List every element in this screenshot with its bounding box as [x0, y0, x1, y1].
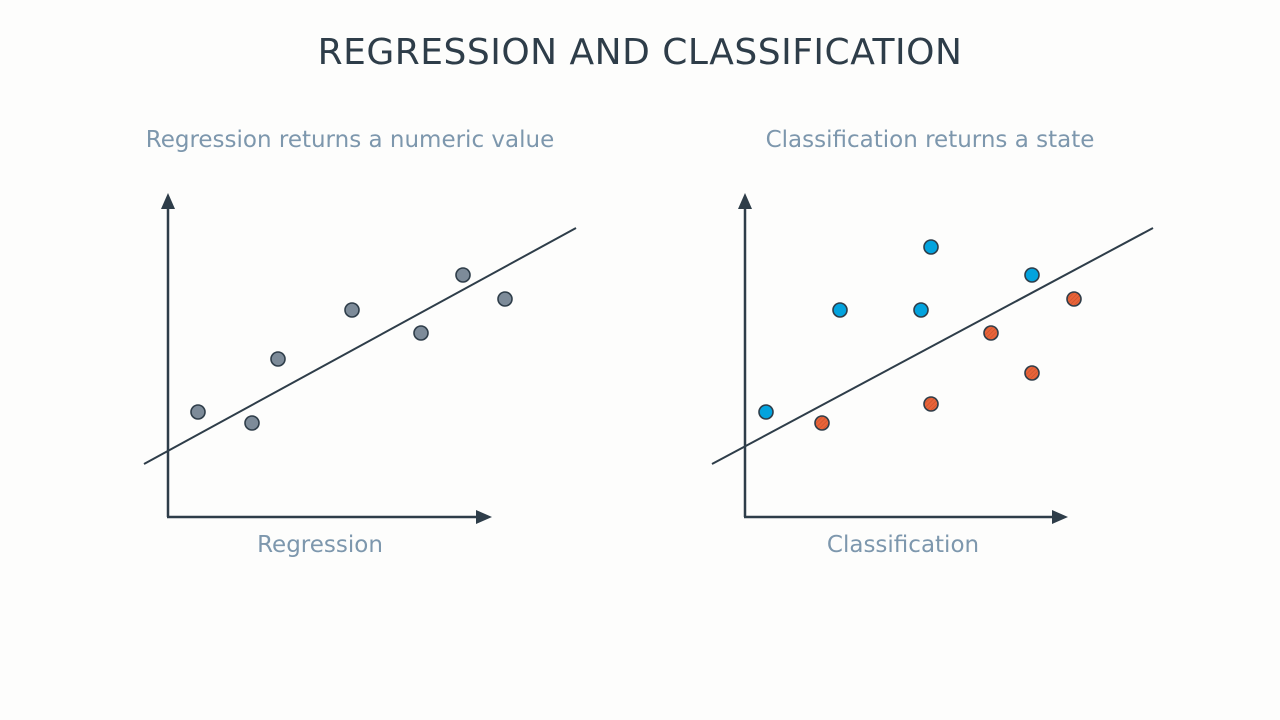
regression-label: Regression [257, 532, 383, 558]
classification-plot [711, 193, 1154, 524]
regression-fit-line [143, 227, 577, 465]
blue-point [832, 302, 848, 318]
orange-point [1066, 291, 1082, 307]
classification-subtitle: Classification returns a state [765, 127, 1095, 153]
data-point [244, 415, 260, 431]
regression-x-arrow [476, 510, 492, 524]
data-point [270, 351, 286, 367]
class-a-points [758, 239, 1040, 420]
slide-title: REGRESSION AND CLASSIFICATION [317, 32, 963, 73]
regression-points [190, 267, 513, 431]
orange-point [923, 396, 939, 412]
classification-y-arrow [738, 193, 752, 209]
data-point [413, 325, 429, 341]
data-point [497, 291, 513, 307]
orange-point [814, 415, 830, 431]
orange-point [983, 325, 999, 341]
blue-point [758, 404, 774, 420]
orange-point [1024, 365, 1040, 381]
classification-label: Classification [826, 532, 980, 558]
regression-plot [143, 193, 577, 524]
blue-point [913, 302, 929, 318]
data-point [190, 404, 206, 420]
blue-point [923, 239, 939, 255]
data-point [344, 302, 360, 318]
classification-x-arrow [1052, 510, 1068, 524]
classification-boundary-line [711, 227, 1154, 465]
regression-subtitle: Regression returns a numeric value [145, 127, 555, 153]
regression-y-arrow [161, 193, 175, 209]
blue-point [1024, 267, 1040, 283]
data-point [455, 267, 471, 283]
class-b-points [814, 291, 1082, 431]
